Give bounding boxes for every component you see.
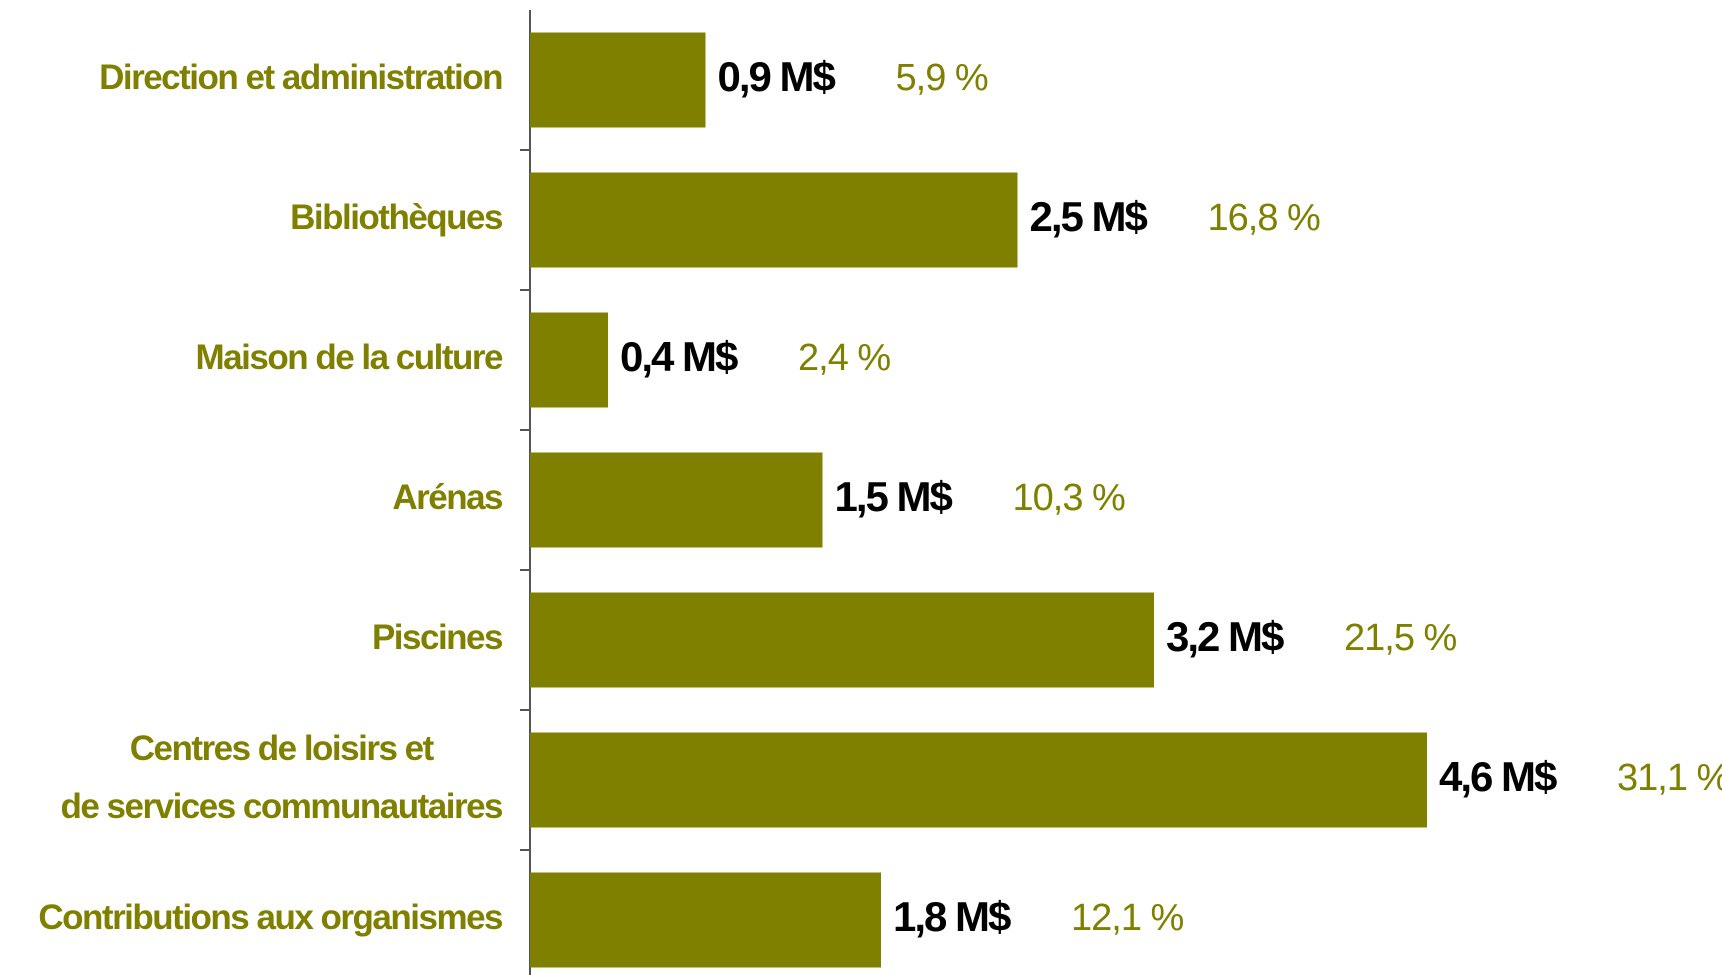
category-label: Direction et administration <box>99 58 502 97</box>
category-label: Arénas <box>392 478 503 517</box>
bar <box>530 872 881 968</box>
percent-label: 21,5 % <box>1344 617 1457 659</box>
bar <box>530 592 1154 688</box>
bar <box>530 312 608 408</box>
category-label-line: Direction et administration <box>99 58 502 97</box>
value-label: 2,5 M$ <box>1030 193 1148 240</box>
category-label: Bibliothèques <box>290 198 503 237</box>
bar <box>530 732 1427 828</box>
percent-label: 2,4 % <box>798 337 890 379</box>
value-label: 1,5 M$ <box>835 473 953 520</box>
bar <box>530 452 823 548</box>
category-label-line: Contributions aux organismes <box>38 898 503 937</box>
category-label-line: de services communautaires <box>60 787 503 826</box>
bar <box>530 32 706 128</box>
value-label: 0,9 M$ <box>718 53 836 100</box>
category-label-line: Maison de la culture <box>196 338 503 377</box>
category-label: Contributions aux organismes <box>38 898 503 937</box>
percent-label: 5,9 % <box>896 57 988 99</box>
value-label: 4,6 M$ <box>1439 753 1557 800</box>
category-label-line: Bibliothèques <box>290 198 503 237</box>
category-label-line: Centres de loisirs et <box>130 729 435 768</box>
percent-label: 31,1 % <box>1617 757 1722 799</box>
percent-label: 16,8 % <box>1208 197 1321 239</box>
percent-label: 12,1 % <box>1071 897 1184 939</box>
category-label: Maison de la culture <box>196 338 503 377</box>
value-label: 3,2 M$ <box>1166 613 1284 660</box>
category-label-line: Piscines <box>372 618 503 657</box>
bar <box>530 172 1018 268</box>
percent-label: 10,3 % <box>1013 477 1126 519</box>
category-label: Centres de loisirs et de services communa… <box>60 729 503 826</box>
category-label: Piscines <box>372 618 503 657</box>
value-label: 0,4 M$ <box>620 333 738 380</box>
category-label-line: Arénas <box>392 478 503 517</box>
value-label: 1,8 M$ <box>893 893 1011 940</box>
